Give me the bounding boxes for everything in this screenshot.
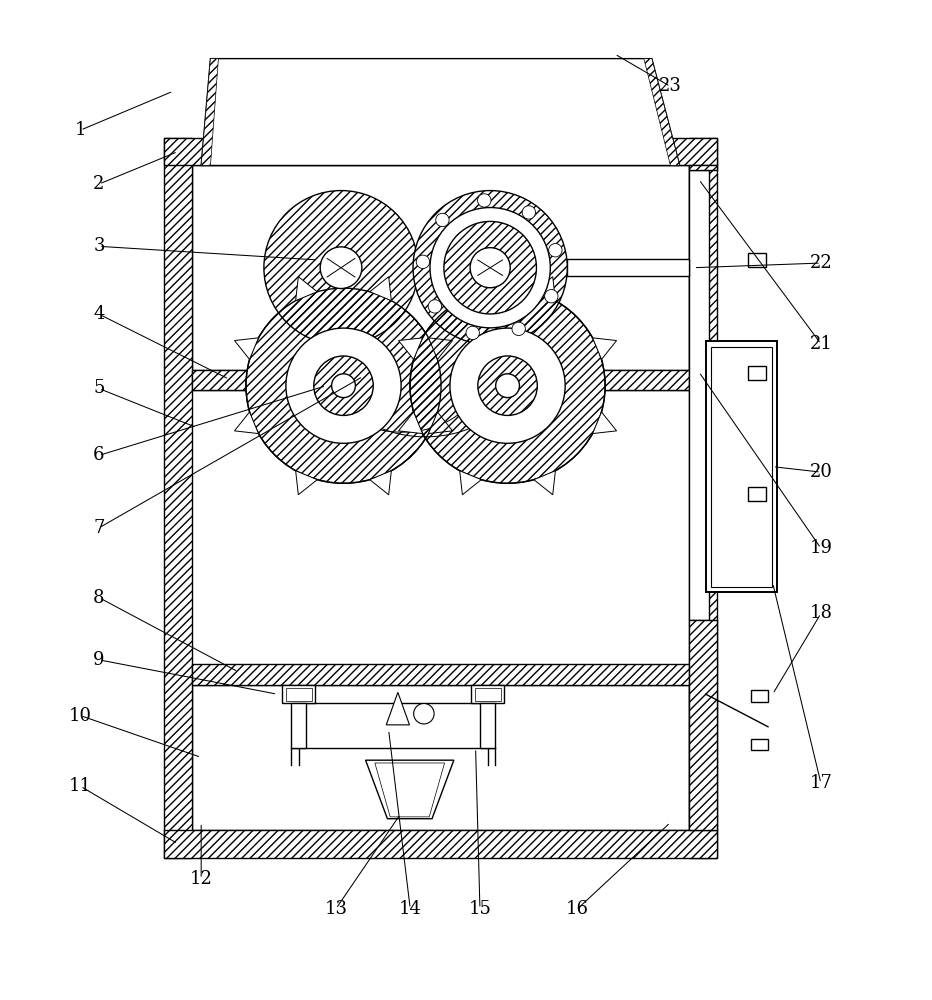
Polygon shape xyxy=(370,471,391,495)
Bar xyxy=(689,138,717,858)
Polygon shape xyxy=(365,760,454,819)
Text: 17: 17 xyxy=(810,774,832,792)
Circle shape xyxy=(436,213,449,227)
Text: 13: 13 xyxy=(324,900,348,918)
Circle shape xyxy=(264,191,418,345)
Polygon shape xyxy=(534,277,555,301)
Circle shape xyxy=(410,288,605,483)
Text: 18: 18 xyxy=(810,604,832,622)
Bar xyxy=(747,366,766,380)
Text: 4: 4 xyxy=(93,305,104,323)
Text: 7: 7 xyxy=(93,519,104,537)
Polygon shape xyxy=(593,338,617,359)
Circle shape xyxy=(466,326,479,340)
Text: 15: 15 xyxy=(469,900,491,918)
Text: 8: 8 xyxy=(93,589,104,607)
Text: 5: 5 xyxy=(93,379,104,397)
Circle shape xyxy=(450,328,565,443)
Bar xyxy=(711,347,772,587)
Circle shape xyxy=(314,356,373,415)
Polygon shape xyxy=(459,277,481,301)
Circle shape xyxy=(544,290,558,303)
Circle shape xyxy=(332,374,355,398)
Text: 6: 6 xyxy=(93,446,104,464)
Text: 14: 14 xyxy=(399,900,421,918)
Text: 12: 12 xyxy=(190,870,212,888)
Bar xyxy=(164,830,717,858)
Polygon shape xyxy=(295,277,317,301)
Polygon shape xyxy=(459,471,481,495)
Text: 11: 11 xyxy=(69,777,92,795)
Polygon shape xyxy=(201,59,218,165)
Text: 10: 10 xyxy=(69,707,92,725)
Polygon shape xyxy=(295,471,317,495)
Bar xyxy=(164,138,717,165)
Polygon shape xyxy=(399,338,422,359)
Bar xyxy=(192,685,689,830)
Bar xyxy=(192,370,689,390)
Polygon shape xyxy=(386,692,409,725)
Polygon shape xyxy=(370,277,391,301)
Circle shape xyxy=(428,300,442,313)
Bar xyxy=(192,165,689,370)
Text: 19: 19 xyxy=(810,539,832,557)
Text: 20: 20 xyxy=(810,463,832,481)
Polygon shape xyxy=(399,412,422,434)
Circle shape xyxy=(512,322,526,336)
Circle shape xyxy=(444,221,537,314)
Text: 22: 22 xyxy=(810,254,832,272)
Text: 23: 23 xyxy=(659,77,682,95)
Text: 3: 3 xyxy=(93,237,104,255)
Circle shape xyxy=(286,328,401,443)
Circle shape xyxy=(522,206,536,219)
Bar xyxy=(706,341,777,592)
Bar xyxy=(292,703,307,748)
Bar xyxy=(286,688,312,701)
Circle shape xyxy=(470,248,510,288)
Polygon shape xyxy=(644,59,679,165)
Bar xyxy=(568,259,689,276)
Bar xyxy=(480,703,495,748)
Circle shape xyxy=(246,288,441,483)
Circle shape xyxy=(430,208,550,328)
Circle shape xyxy=(549,244,562,257)
Circle shape xyxy=(414,703,434,724)
Bar xyxy=(689,170,708,620)
Polygon shape xyxy=(429,412,453,434)
Bar xyxy=(471,685,504,703)
Bar xyxy=(689,620,717,830)
Bar xyxy=(751,690,768,702)
Bar xyxy=(747,253,766,267)
Bar xyxy=(164,138,192,858)
Bar xyxy=(689,165,717,170)
Polygon shape xyxy=(534,471,555,495)
Bar xyxy=(282,685,316,703)
Polygon shape xyxy=(235,338,258,359)
Bar xyxy=(474,688,500,701)
Circle shape xyxy=(496,374,519,398)
Text: 16: 16 xyxy=(566,900,589,918)
Circle shape xyxy=(321,247,362,289)
Text: 1: 1 xyxy=(75,121,86,139)
Text: 9: 9 xyxy=(93,651,104,669)
Bar xyxy=(751,739,768,750)
Circle shape xyxy=(417,255,430,269)
Polygon shape xyxy=(429,338,453,359)
Bar xyxy=(192,664,689,685)
Circle shape xyxy=(413,191,568,345)
Circle shape xyxy=(478,356,537,415)
Polygon shape xyxy=(593,412,617,434)
Text: 21: 21 xyxy=(810,335,832,353)
Polygon shape xyxy=(235,412,258,434)
Text: 2: 2 xyxy=(93,175,104,193)
Polygon shape xyxy=(201,59,679,165)
Circle shape xyxy=(477,194,491,207)
Bar xyxy=(747,487,766,501)
